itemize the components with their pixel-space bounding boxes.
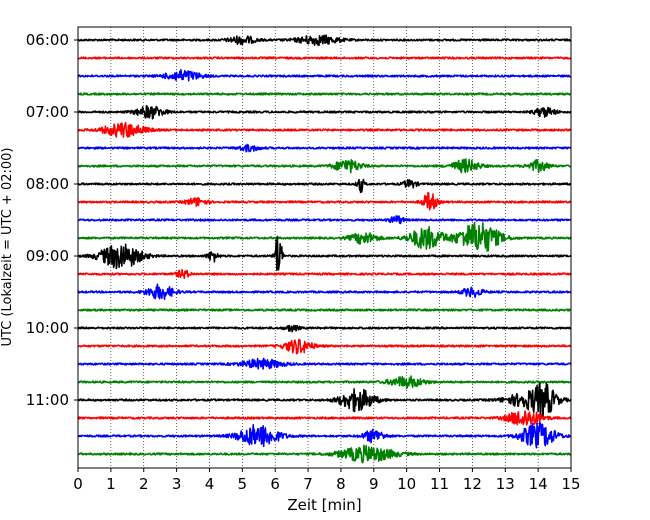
y-axis-label: UTC (Lokalzeit = UTC + 02:00) [0,148,15,347]
trace-line [77,221,572,252]
plot-frame [77,26,572,469]
y-tick-label: 06:00 [26,31,69,49]
x-tick-label: 3 [172,475,182,493]
trace-line [77,324,572,333]
trace-series [77,34,572,464]
trace-line [77,56,572,60]
trace-line [77,105,572,120]
x-tick-label: 14 [529,475,548,493]
trace-line [77,382,572,418]
x-tick-label: 1 [106,475,116,493]
x-tick-label: 4 [205,475,215,493]
x-tick-label: 15 [561,475,580,493]
trace-line [77,68,572,82]
y-tick-label: 07:00 [26,103,69,121]
x-tick-label: 6 [270,475,280,493]
trace-line [77,191,572,211]
y-tick-label: 11:00 [26,391,69,409]
trace-line [77,158,572,174]
x-tick-label: 12 [463,475,482,493]
trace-line [77,143,572,153]
x-tick-label: 5 [238,475,248,493]
x-axis-ticks: 0 1 2 3 4 5 6 7 8 9 10 11 12 13 14 15 [73,468,581,493]
trace-line [77,410,572,426]
trace-line [77,92,572,96]
x-tick-label: 9 [369,475,379,493]
trace-line [77,444,572,464]
trace-line [77,308,572,312]
trace-line [77,215,572,225]
x-tick-label: 0 [73,475,83,493]
trace-line [77,338,572,355]
x-tick-label: 2 [139,475,149,493]
y-tick-label: 09:00 [26,247,69,265]
trace-line [77,375,572,390]
trace-line [77,357,572,370]
trace-line [77,283,572,300]
trace-line [77,34,572,47]
trace-line [77,121,572,138]
x-tick-label: 10 [397,475,416,493]
x-tick-label: 7 [303,475,313,493]
x-tick-label: 11 [430,475,449,493]
x-axis-label: Zeit [min] [287,496,361,514]
trace-line [77,235,572,271]
y-tick-label: 10:00 [26,319,69,337]
trace-line [77,268,572,280]
x-tick-label: 8 [336,475,346,493]
y-tick-label: 08:00 [26,175,69,193]
y-axis-ticks: 06:00 07:00 08:00 09:00 10:00 11:00 [26,31,78,409]
x-tick-label: 13 [496,475,515,493]
trace-line [77,421,572,449]
trace-line [77,178,572,194]
